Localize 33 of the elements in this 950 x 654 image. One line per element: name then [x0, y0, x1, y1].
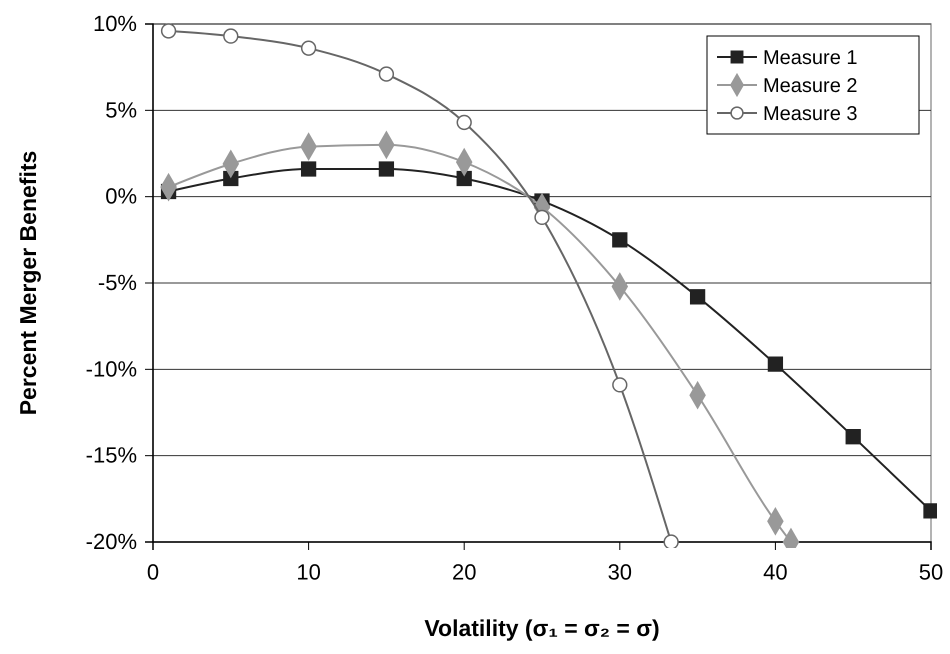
y-tick-label: 5%	[105, 97, 137, 122]
y-tick-label: 10%	[92, 11, 137, 36]
point	[378, 161, 394, 177]
point	[300, 161, 316, 177]
point	[223, 28, 238, 44]
y-tick-label: -15%	[86, 442, 137, 468]
legend-label: Measure 2	[763, 75, 858, 97]
point	[663, 534, 679, 548]
point	[378, 66, 394, 82]
point	[300, 40, 316, 56]
y-axis-title: Percent Merger Benefits	[15, 150, 41, 416]
legend-label: Measure 1	[763, 47, 858, 69]
y-tick-label: -10%	[86, 356, 137, 382]
x-axis-title: Volatility (σ₁ = σ₂ = σ)	[424, 615, 660, 641]
x-tick-label: 10	[296, 560, 321, 585]
x-tick-label: 30	[608, 560, 632, 585]
point	[160, 23, 176, 39]
x-tick-label: 40	[763, 560, 788, 585]
point	[456, 170, 472, 186]
point	[612, 232, 628, 248]
point	[690, 289, 706, 304]
y-tick-label: -5%	[98, 270, 137, 296]
x-tick-label: 20	[452, 560, 476, 585]
point	[456, 114, 472, 130]
x-tick-label: 50	[918, 560, 944, 585]
point	[768, 356, 784, 372]
y-tick-label: 0%	[105, 184, 137, 209]
point	[534, 210, 550, 226]
legend-label: Measure 3	[763, 103, 858, 125]
y-tick-label: -20%	[86, 529, 137, 554]
x-tick-label: 0	[146, 560, 160, 585]
point	[846, 429, 861, 444]
point	[612, 377, 628, 393]
